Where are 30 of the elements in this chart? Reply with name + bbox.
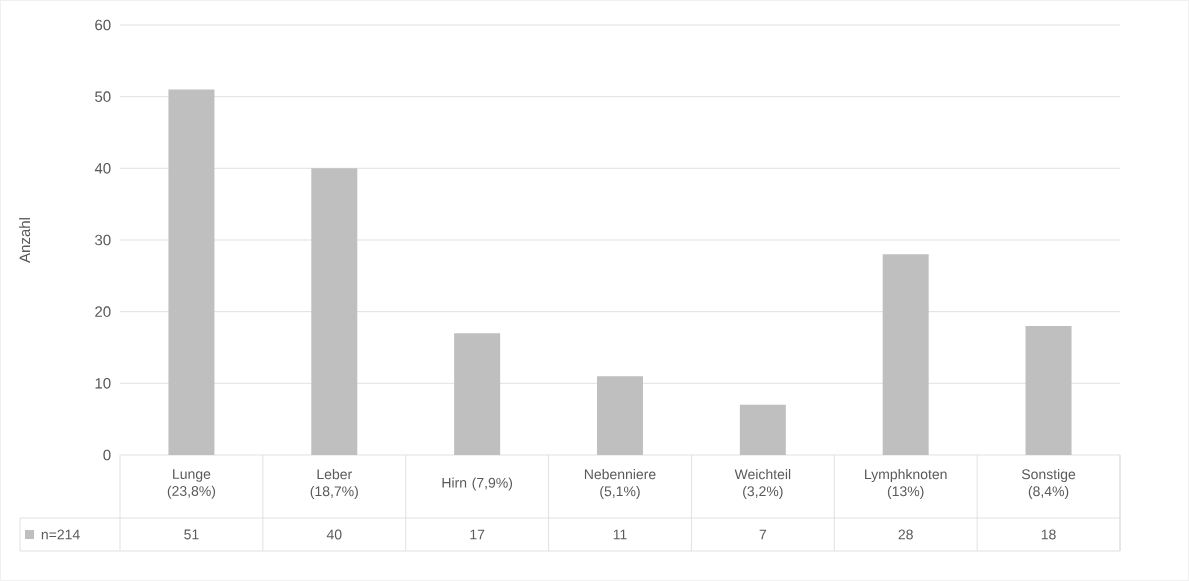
data-label: 18 bbox=[1041, 529, 1056, 540]
y-axis-title: Anzahl bbox=[19, 218, 31, 263]
bar bbox=[168, 89, 215, 455]
data-label: 40 bbox=[326, 529, 342, 540]
x-tick-label: Lymphknoten (13%) bbox=[865, 468, 947, 500]
x-tick-label: Hirn (7,9%) bbox=[442, 477, 513, 491]
y-tick-label: 10 bbox=[95, 378, 111, 389]
y-tick-label: 50 bbox=[95, 91, 111, 102]
bar bbox=[739, 404, 786, 455]
y-tick-label: 0 bbox=[103, 449, 111, 461]
bar bbox=[1025, 325, 1072, 455]
y-tick-label: 20 bbox=[95, 306, 111, 317]
y-tick-label: 60 bbox=[95, 19, 111, 31]
bar bbox=[596, 376, 643, 455]
x-tick-label: Lunge (23,8%) bbox=[167, 469, 216, 499]
data-label: 11 bbox=[613, 529, 627, 540]
bar bbox=[311, 168, 358, 455]
bar bbox=[454, 333, 501, 455]
x-tick-label: Weichteil (3,2%) bbox=[734, 468, 791, 500]
data-label: 17 bbox=[470, 529, 485, 540]
x-tick-label: Nebenniere (5,1%) bbox=[584, 468, 656, 500]
data-label: 28 bbox=[898, 529, 913, 540]
legend-label: n=214 bbox=[41, 529, 80, 540]
y-tick-label: 40 bbox=[94, 163, 111, 174]
y-tick-label: 30 bbox=[95, 234, 111, 246]
bar bbox=[882, 254, 929, 455]
x-tick-label: Sonstige (8,4%) bbox=[1021, 468, 1076, 500]
data-label: 51 bbox=[184, 529, 199, 540]
x-tick-label: Leber (18,7%) bbox=[310, 468, 358, 500]
data-label: 7 bbox=[759, 529, 767, 540]
